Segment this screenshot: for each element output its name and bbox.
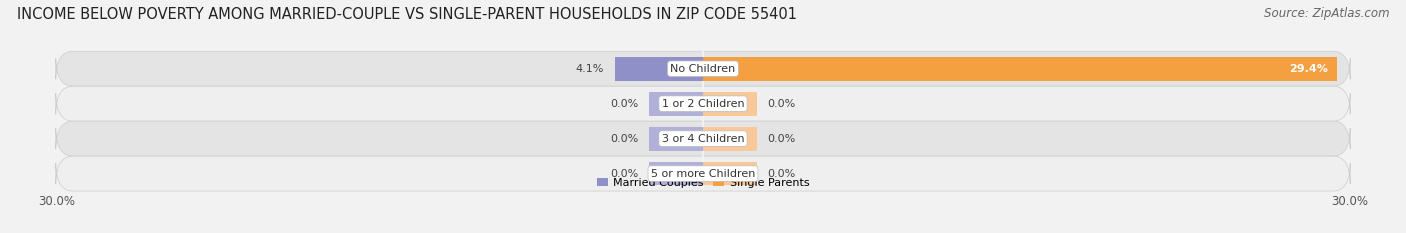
Text: 5 or more Children: 5 or more Children: [651, 169, 755, 178]
Text: 4.1%: 4.1%: [575, 64, 603, 74]
Bar: [650, 162, 703, 185]
Text: No Children: No Children: [671, 64, 735, 74]
Text: 1 or 2 Children: 1 or 2 Children: [662, 99, 744, 109]
Bar: [650, 92, 703, 116]
FancyBboxPatch shape: [56, 86, 1350, 121]
Text: 0.0%: 0.0%: [768, 169, 796, 178]
Bar: [703, 57, 1337, 81]
Text: 0.0%: 0.0%: [610, 99, 638, 109]
Text: Source: ZipAtlas.com: Source: ZipAtlas.com: [1264, 7, 1389, 20]
Text: INCOME BELOW POVERTY AMONG MARRIED-COUPLE VS SINGLE-PARENT HOUSEHOLDS IN ZIP COD: INCOME BELOW POVERTY AMONG MARRIED-COUPL…: [17, 7, 797, 22]
Text: 0.0%: 0.0%: [610, 169, 638, 178]
FancyBboxPatch shape: [56, 156, 1350, 191]
Text: 3 or 4 Children: 3 or 4 Children: [662, 134, 744, 144]
Bar: [703, 162, 756, 185]
Legend: Married Couples, Single Parents: Married Couples, Single Parents: [592, 174, 814, 192]
FancyBboxPatch shape: [56, 121, 1350, 156]
FancyBboxPatch shape: [56, 51, 1350, 86]
Bar: [650, 127, 703, 151]
Text: 0.0%: 0.0%: [610, 134, 638, 144]
Text: 0.0%: 0.0%: [768, 99, 796, 109]
Bar: [703, 92, 756, 116]
Text: 29.4%: 29.4%: [1289, 64, 1329, 74]
Bar: [703, 127, 756, 151]
Text: 0.0%: 0.0%: [768, 134, 796, 144]
Bar: [614, 57, 703, 81]
